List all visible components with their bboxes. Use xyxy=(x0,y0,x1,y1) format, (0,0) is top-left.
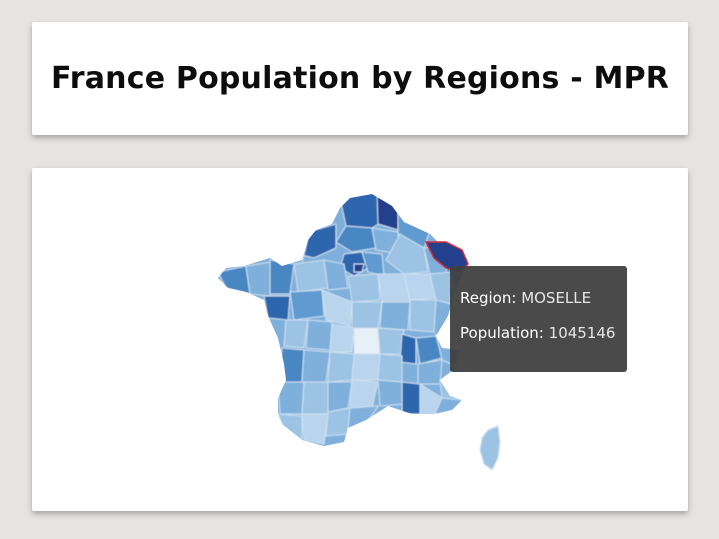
france-choropleth-map[interactable] xyxy=(32,168,688,511)
tooltip-population-value: 1045146 xyxy=(548,324,616,342)
tooltip-population-row: Population: 1045146 xyxy=(460,323,627,343)
map-card: Region: MOSELLE Population: 1045146 xyxy=(32,168,688,511)
region-tooltip: Region: MOSELLE Population: 1045146 xyxy=(450,266,627,372)
page-title: France Population by Regions - MPR xyxy=(50,61,670,96)
tooltip-region-row: Region: MOSELLE xyxy=(460,288,627,308)
tooltip-region-label: Region: xyxy=(460,289,517,307)
region-corsica[interactable] xyxy=(479,425,501,471)
tooltip-region-value: MOSELLE xyxy=(521,289,592,307)
title-card: France Population by Regions - MPR xyxy=(32,22,688,135)
mainland-regions[interactable] xyxy=(212,188,482,458)
tooltip-population-label: Population: xyxy=(460,324,544,342)
